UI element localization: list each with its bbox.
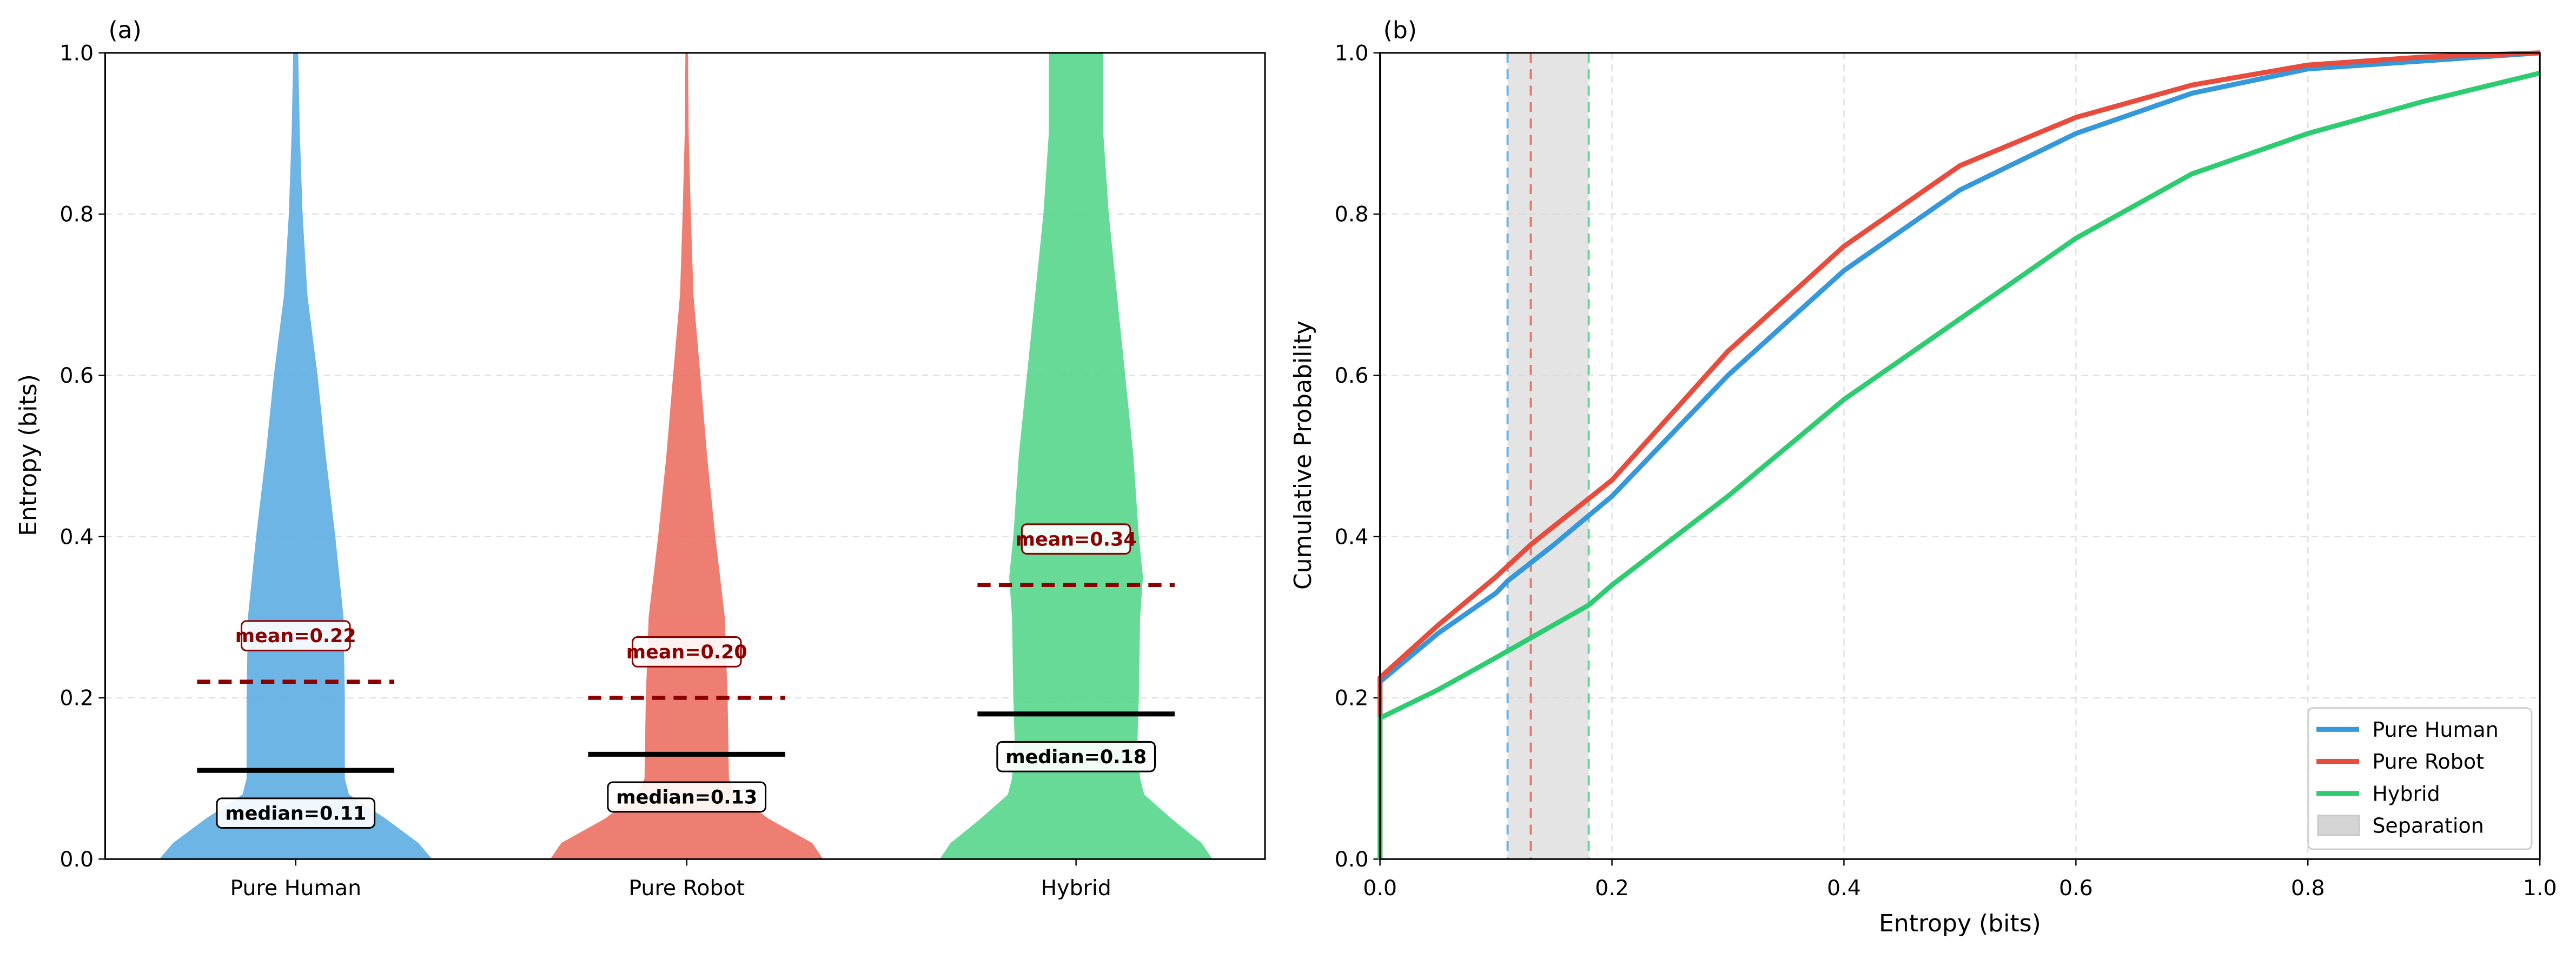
cdf-line-pure-human bbox=[1378, 50, 2540, 859]
legend-swatch bbox=[2317, 815, 2360, 836]
x-tick-label: Pure Robot bbox=[628, 876, 745, 901]
median-label-box bbox=[607, 781, 767, 813]
y-tick-label: 0.8 bbox=[59, 202, 94, 227]
panel-a-violin: (a) Entropy (bits) 0.0 0.2 0.4 0.6 0.8 1.0 mea… bbox=[15, 16, 1266, 901]
mean-label-box bbox=[241, 620, 351, 651]
median-label: median=0.11 bbox=[225, 803, 366, 824]
legend-label: Pure Robot bbox=[2372, 750, 2484, 774]
violin-body bbox=[550, 52, 823, 859]
y-tick-label: 0.2 bbox=[59, 686, 94, 711]
x-tick-label: 0.6 bbox=[2059, 876, 2093, 901]
y-tick-label: 0.6 bbox=[1335, 363, 1369, 388]
y-tick-label: 0.8 bbox=[1335, 202, 1369, 227]
y-tick-label: 0.2 bbox=[1335, 686, 1369, 711]
panel-a-ylabel: Entropy (bits) bbox=[15, 374, 42, 536]
legend-label: Pure Human bbox=[2372, 718, 2498, 742]
y-tick-label: 0.4 bbox=[1335, 524, 1369, 549]
y-tick-label: 0.0 bbox=[1335, 847, 1369, 872]
y-tick-label: 1.0 bbox=[1335, 41, 1369, 65]
y-tick-label: 0.4 bbox=[59, 524, 94, 549]
median-label-box bbox=[996, 741, 1156, 772]
mean-label: mean=0.20 bbox=[626, 642, 747, 663]
legend-box bbox=[2307, 707, 2533, 850]
x-tick-label: 0.4 bbox=[1827, 876, 1861, 901]
mean-label-box bbox=[631, 636, 742, 668]
median-label: median=0.13 bbox=[616, 787, 757, 809]
separation-band bbox=[1507, 52, 1589, 859]
axes-frame bbox=[104, 52, 1266, 860]
y-tick-label: 0.0 bbox=[59, 847, 94, 872]
median-label-box bbox=[216, 797, 376, 829]
panel-b-cdf: (b) Cumulative Probability Entropy (bits… bbox=[1289, 16, 2557, 937]
cdf-line-hybrid bbox=[1378, 70, 2541, 859]
x-tick-label: 0.0 bbox=[1363, 876, 1397, 901]
y-tick-label: 1.0 bbox=[59, 41, 94, 65]
legend-label: Separation bbox=[2372, 814, 2484, 838]
legend-label: Hybrid bbox=[2372, 782, 2440, 805]
mean-label-box bbox=[1021, 523, 1131, 555]
violin-body bbox=[939, 52, 1213, 859]
x-tick-label: Pure Human bbox=[230, 876, 361, 901]
violin-body bbox=[159, 52, 432, 859]
cdf-line-pure-robot bbox=[1378, 50, 2540, 859]
x-tick-label: 1.0 bbox=[2523, 876, 2557, 901]
axes-frame bbox=[1379, 52, 2541, 860]
panel-b-label: (b) bbox=[1383, 16, 1417, 44]
legend: Pure Human Pure Robot Hybrid Separation bbox=[2307, 707, 2533, 850]
y-tick-label: 0.6 bbox=[59, 363, 94, 388]
median-label: median=0.18 bbox=[1005, 747, 1147, 768]
mean-label: mean=0.34 bbox=[1016, 529, 1137, 550]
x-tick-label: 0.8 bbox=[2291, 876, 2325, 901]
x-tick-label: Hybrid bbox=[1041, 876, 1111, 901]
x-tick-label: 0.2 bbox=[1595, 876, 1629, 901]
panel-a-label: (a) bbox=[108, 16, 141, 44]
panel-b-xlabel: Entropy (bits) bbox=[1879, 910, 2041, 937]
mean-label: mean=0.22 bbox=[235, 625, 356, 647]
panel-b-ylabel: Cumulative Probability bbox=[1289, 321, 1317, 590]
